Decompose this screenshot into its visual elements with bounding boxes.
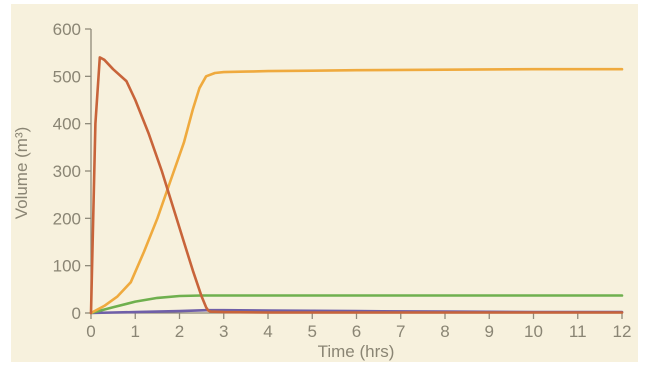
series-lines (89, 56, 624, 315)
y-tick-label: 100 (53, 257, 81, 276)
x-axis-title: Time (hrs) (318, 342, 395, 361)
x-tick-label: 0 (86, 322, 95, 341)
series-line-1 (89, 56, 624, 315)
x-tick-label: 6 (352, 322, 361, 341)
x-tick-label: 10 (524, 322, 543, 341)
x-tick-label: 2 (175, 322, 184, 341)
x-tick-label: 3 (219, 322, 228, 341)
x-tick-label: 1 (131, 322, 140, 341)
y-tick-label: 0 (72, 304, 81, 323)
x-tick-label: 4 (263, 322, 272, 341)
x-tick-label: 11 (569, 322, 587, 341)
y-tick-label: 400 (53, 115, 81, 134)
y-tick-label: 500 (53, 67, 81, 86)
y-tick-label: 600 (53, 20, 81, 39)
series-line-3 (89, 294, 624, 315)
x-tick-label: 12 (613, 322, 632, 341)
x-tick-label: 8 (440, 322, 449, 341)
y-tick-label: 200 (53, 209, 81, 228)
y-axis-title: Volume (m³) (12, 127, 31, 220)
x-tick-label: 7 (396, 322, 405, 341)
chart-container: 0 100 200 300 400 500 600 0 1 2 3 4 5 6 7 8 9 10 11 12 Time… (11, 4, 638, 362)
y-tick-label: 300 (53, 162, 81, 181)
x-tick-label: 9 (485, 322, 494, 341)
x-tick-label: 5 (308, 322, 317, 341)
series-line-2 (89, 67, 624, 315)
